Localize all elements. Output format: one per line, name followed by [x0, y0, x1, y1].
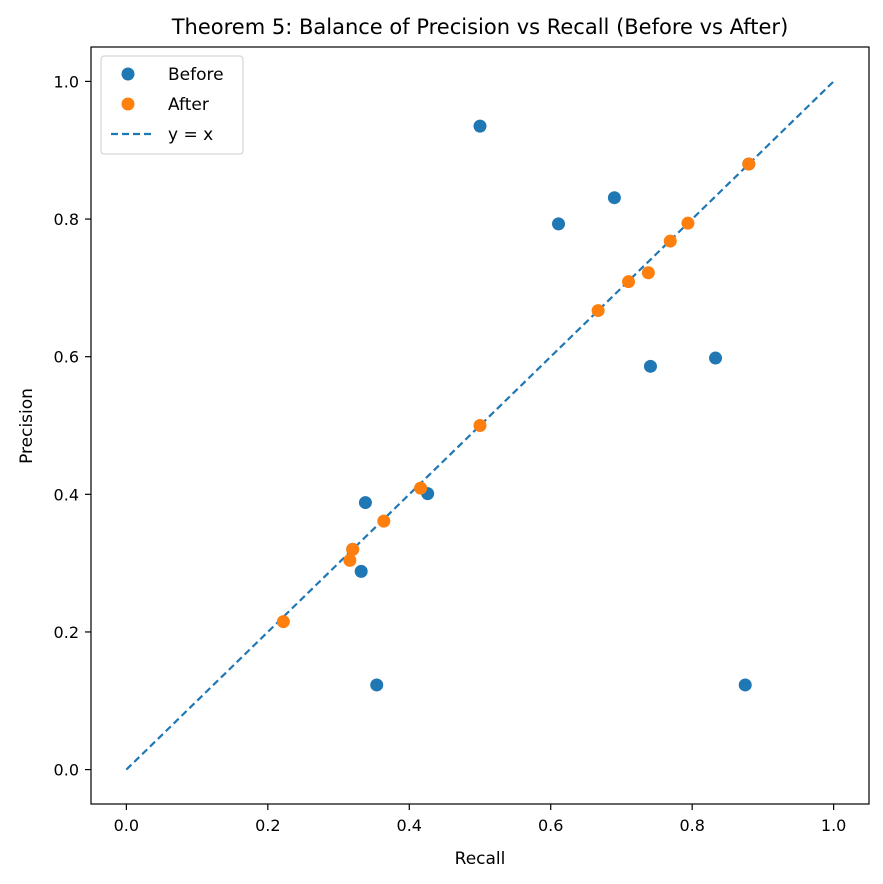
- after-point: [622, 275, 636, 289]
- after-point: [343, 553, 357, 567]
- x-axis-ticks: 0.0 0.2 0.4 0.6 0.8 1.0: [114, 804, 846, 835]
- before-point: [358, 496, 372, 510]
- y-tick-label: 1.0: [54, 72, 79, 91]
- y-tick-label: 0.8: [54, 210, 79, 229]
- before-point: [738, 678, 752, 692]
- before-point: [473, 119, 487, 133]
- plot-area: [90, 46, 870, 805]
- after-point: [641, 266, 655, 280]
- before-point: [607, 191, 621, 205]
- before-point: [709, 351, 723, 365]
- legend: Before After y = x: [100, 55, 244, 155]
- legend-box: [100, 55, 244, 155]
- before-point: [354, 564, 368, 578]
- after-point: [663, 234, 677, 248]
- y-axis-ticks: 0.0 0.2 0.4 0.6 0.8 1.0: [54, 72, 91, 780]
- y-tick-label: 0.2: [54, 623, 79, 642]
- legend-marker-before: [121, 67, 135, 81]
- x-tick-label: 0.4: [397, 816, 422, 835]
- after-point: [414, 481, 428, 495]
- y-tick-label: 0.6: [54, 348, 79, 367]
- legend-label-reference-line: y = x: [168, 125, 213, 145]
- before-points-layer: [346, 119, 756, 692]
- before-point: [643, 359, 657, 373]
- after-point: [742, 157, 756, 171]
- y-axis-label: Precision: [17, 388, 37, 464]
- x-axis-label: Recall: [455, 849, 506, 869]
- before-point: [552, 217, 566, 231]
- after-point: [346, 542, 360, 556]
- after-point: [681, 216, 695, 230]
- y-tick-label: 0.0: [54, 761, 79, 780]
- after-points-layer: [276, 157, 756, 629]
- x-tick-label: 0.2: [255, 816, 280, 835]
- x-tick-label: 0.8: [679, 816, 704, 835]
- x-tick-label: 0.0: [114, 816, 139, 835]
- legend-marker-after: [121, 97, 135, 111]
- y-tick-label: 0.4: [54, 485, 79, 504]
- after-point: [591, 304, 605, 318]
- x-tick-label: 1.0: [821, 816, 846, 835]
- x-tick-label: 0.6: [538, 816, 563, 835]
- legend-label-after: After: [168, 95, 209, 115]
- chart-title: Theorem 5: Balance of Precision vs Recal…: [171, 15, 789, 39]
- after-point: [377, 514, 391, 528]
- after-point: [473, 419, 487, 432]
- before-point: [370, 678, 384, 692]
- legend-label-before: Before: [168, 65, 224, 85]
- after-point: [276, 615, 290, 629]
